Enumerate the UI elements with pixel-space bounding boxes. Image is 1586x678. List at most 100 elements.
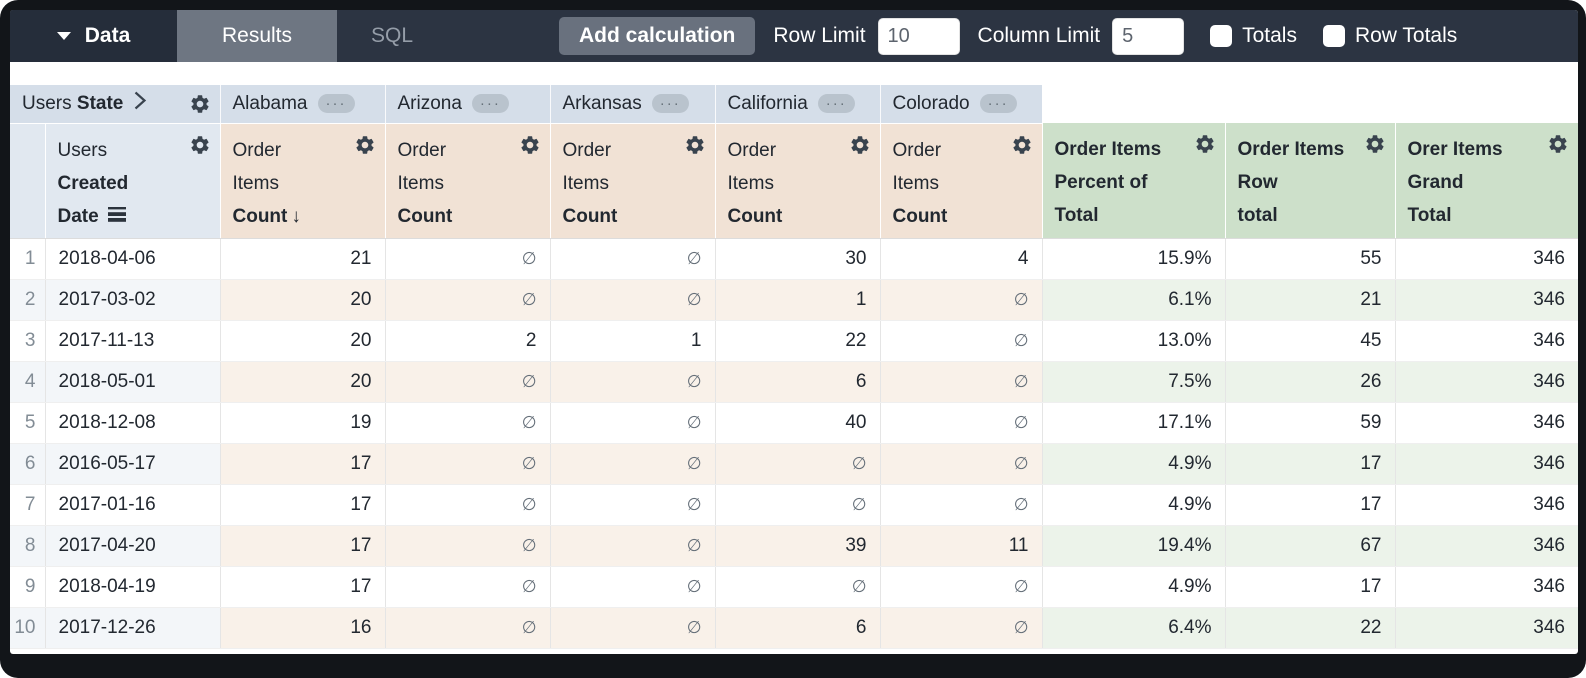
gear-icon[interactable] bbox=[684, 134, 706, 156]
gear-icon[interactable] bbox=[849, 134, 871, 156]
cell-calc[interactable]: 346 bbox=[1395, 238, 1578, 280]
cell-calc[interactable]: 346 bbox=[1395, 402, 1578, 444]
cell-calc[interactable]: 26 bbox=[1225, 361, 1396, 403]
cell-value[interactable]: 20 bbox=[220, 320, 386, 362]
cell-calc[interactable]: 4.9% bbox=[1042, 484, 1226, 526]
column-header[interactable]: Order Items Percent of Total bbox=[1042, 123, 1226, 239]
cell-date[interactable]: 2017-12-26 bbox=[45, 607, 221, 649]
cell-calc[interactable]: 7.5% bbox=[1042, 361, 1226, 403]
cell-date[interactable]: 2017-01-16 bbox=[45, 484, 221, 526]
cell-value[interactable]: ∅ bbox=[550, 279, 716, 321]
cell-value[interactable]: 11 bbox=[880, 525, 1043, 567]
cell-calc[interactable]: 4.9% bbox=[1042, 443, 1226, 485]
cell-calc[interactable]: 346 bbox=[1395, 484, 1578, 526]
cell-value[interactable]: 6 bbox=[715, 607, 881, 649]
cell-value[interactable]: ∅ bbox=[385, 607, 551, 649]
pivot-value-header[interactable]: California ··· bbox=[715, 85, 881, 124]
cell-value[interactable]: 2 bbox=[385, 320, 551, 362]
cell-calc[interactable]: 15.9% bbox=[1042, 238, 1226, 280]
cell-value[interactable]: ∅ bbox=[715, 443, 881, 485]
cell-value[interactable]: ∅ bbox=[385, 525, 551, 567]
gear-icon[interactable] bbox=[354, 134, 376, 156]
cell-value[interactable]: ∅ bbox=[880, 484, 1043, 526]
row-limit-input[interactable] bbox=[877, 17, 960, 55]
chevron-right-icon[interactable] bbox=[133, 90, 147, 117]
gear-icon[interactable] bbox=[189, 134, 211, 156]
pivot-value-menu-button[interactable]: ··· bbox=[471, 94, 509, 114]
cell-value[interactable]: 40 bbox=[715, 402, 881, 444]
pivot-value-menu-button[interactable]: ··· bbox=[817, 94, 855, 114]
cell-value[interactable]: ∅ bbox=[880, 607, 1043, 649]
column-header[interactable]: Order Items Count bbox=[715, 123, 881, 239]
gear-icon[interactable] bbox=[519, 134, 541, 156]
cell-calc[interactable]: 346 bbox=[1395, 320, 1578, 362]
gear-icon[interactable] bbox=[1011, 134, 1033, 156]
cell-date[interactable]: 2017-04-20 bbox=[45, 525, 221, 567]
cell-value[interactable]: ∅ bbox=[385, 484, 551, 526]
cell-calc[interactable]: 346 bbox=[1395, 443, 1578, 485]
column-header[interactable]: Order Items Count bbox=[385, 123, 551, 239]
column-header[interactable]: Users Created Date bbox=[45, 123, 221, 239]
cell-calc[interactable]: 17.1% bbox=[1042, 402, 1226, 444]
tab-sql[interactable]: SQL bbox=[370, 24, 414, 47]
pivot-dimension-header[interactable]: Users State bbox=[10, 85, 221, 124]
cell-value[interactable]: 39 bbox=[715, 525, 881, 567]
cell-calc[interactable]: 17 bbox=[1225, 443, 1396, 485]
gear-icon[interactable] bbox=[1364, 133, 1386, 155]
cell-value[interactable]: ∅ bbox=[550, 484, 716, 526]
column-header[interactable]: Order Items Count ↓ bbox=[220, 123, 386, 239]
cell-value[interactable]: ∅ bbox=[880, 279, 1043, 321]
cell-value[interactable]: 30 bbox=[715, 238, 881, 280]
cell-date[interactable]: 2018-04-06 bbox=[45, 238, 221, 280]
cell-value[interactable]: 17 bbox=[220, 443, 386, 485]
cell-value[interactable]: ∅ bbox=[385, 566, 551, 608]
cell-value[interactable]: 21 bbox=[220, 238, 386, 280]
cell-value[interactable]: ∅ bbox=[550, 238, 716, 280]
row-totals-checkbox[interactable] bbox=[1322, 25, 1345, 47]
cell-value[interactable]: 17 bbox=[220, 525, 386, 567]
cell-value[interactable]: 20 bbox=[220, 361, 386, 403]
cell-value[interactable]: ∅ bbox=[385, 443, 551, 485]
column-limit-input[interactable] bbox=[1112, 17, 1185, 55]
cell-value[interactable]: ∅ bbox=[715, 484, 881, 526]
cell-date[interactable]: 2017-03-02 bbox=[45, 279, 221, 321]
cell-calc[interactable]: 59 bbox=[1225, 402, 1396, 444]
timeframe-icon[interactable] bbox=[107, 206, 128, 223]
cell-value[interactable]: ∅ bbox=[880, 320, 1043, 362]
cell-value[interactable]: 17 bbox=[220, 484, 386, 526]
cell-date[interactable]: 2018-12-08 bbox=[45, 402, 221, 444]
cell-value[interactable]: ∅ bbox=[385, 402, 551, 444]
cell-value[interactable]: ∅ bbox=[880, 361, 1043, 403]
cell-calc[interactable]: 21 bbox=[1225, 279, 1396, 321]
cell-value[interactable]: 16 bbox=[220, 607, 386, 649]
cell-calc[interactable]: 4.9% bbox=[1042, 566, 1226, 608]
cell-calc[interactable]: 346 bbox=[1395, 566, 1578, 608]
cell-value[interactable]: 22 bbox=[715, 320, 881, 362]
cell-calc[interactable]: 346 bbox=[1395, 361, 1578, 403]
pivot-value-menu-button[interactable]: ··· bbox=[979, 94, 1017, 114]
cell-value[interactable]: 19 bbox=[220, 402, 386, 444]
cell-calc[interactable]: 19.4% bbox=[1042, 525, 1226, 567]
column-header[interactable]: Orer Items Grand Total bbox=[1395, 123, 1578, 239]
pivot-value-menu-button[interactable]: ··· bbox=[317, 94, 355, 114]
cell-value[interactable]: ∅ bbox=[715, 566, 881, 608]
cell-calc[interactable]: 6.1% bbox=[1042, 279, 1226, 321]
cell-calc[interactable]: 17 bbox=[1225, 566, 1396, 608]
cell-calc[interactable]: 55 bbox=[1225, 238, 1396, 280]
cell-date[interactable]: 2017-11-13 bbox=[45, 320, 221, 362]
pivot-value-header[interactable]: Arizona ··· bbox=[385, 85, 551, 124]
cell-value[interactable]: 1 bbox=[550, 320, 716, 362]
cell-calc[interactable]: 346 bbox=[1395, 525, 1578, 567]
gear-icon[interactable] bbox=[189, 93, 211, 115]
totals-checkbox[interactable] bbox=[1210, 25, 1233, 47]
cell-date[interactable]: 2018-04-19 bbox=[45, 566, 221, 608]
cell-calc[interactable]: 346 bbox=[1395, 607, 1578, 649]
column-header[interactable]: Order Items Row total bbox=[1225, 123, 1396, 239]
cell-value[interactable]: ∅ bbox=[550, 525, 716, 567]
cell-value[interactable]: 4 bbox=[880, 238, 1043, 280]
cell-value[interactable]: ∅ bbox=[880, 402, 1043, 444]
cell-calc[interactable]: 22 bbox=[1225, 607, 1396, 649]
cell-date[interactable]: 2018-05-01 bbox=[45, 361, 221, 403]
pivot-value-header[interactable]: Arkansas ··· bbox=[550, 85, 716, 124]
pivot-value-header[interactable]: Alabama ··· bbox=[220, 85, 386, 124]
